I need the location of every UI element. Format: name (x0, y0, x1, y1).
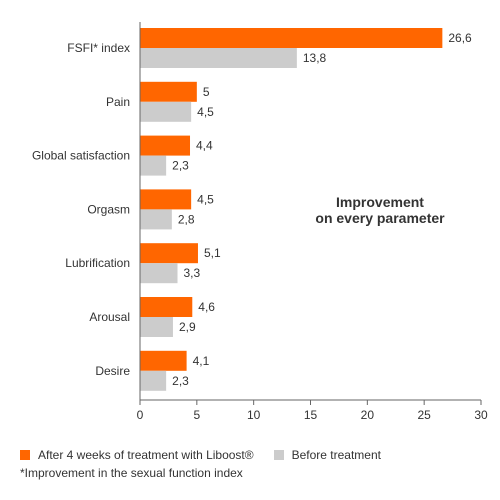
value-label-after: 5 (203, 85, 210, 99)
category-label: Orgasm (87, 202, 130, 216)
x-tick-label: 20 (361, 408, 375, 422)
category-label: Lubrification (65, 256, 130, 270)
value-label-before: 3,3 (184, 266, 201, 280)
category-label: FSFI* index (67, 41, 130, 55)
bar-after (140, 28, 443, 48)
category-label: Pain (106, 95, 130, 109)
bar-before (140, 317, 173, 337)
value-label-before: 2,3 (172, 374, 189, 388)
x-tick-label: 5 (193, 408, 200, 422)
value-label-before: 13,8 (303, 51, 327, 65)
bar-after (140, 243, 198, 264)
x-tick-label: 30 (474, 408, 488, 422)
footnote: *Improvement in the sexual function inde… (20, 466, 243, 480)
bar-before (140, 263, 178, 284)
category-label: Arousal (89, 310, 130, 324)
value-label-before: 2,9 (179, 320, 196, 334)
value-label-after: 4,6 (198, 300, 215, 314)
bar-before (140, 209, 172, 230)
annotation-line-1: Improvement (336, 194, 424, 210)
bar-before (140, 101, 192, 122)
x-tick-label: 10 (247, 408, 261, 422)
bar-after (140, 135, 191, 156)
category-label: Desire (95, 364, 130, 378)
value-label-before: 2,8 (178, 212, 195, 226)
category-label: Global satisfaction (32, 149, 130, 163)
bar-before (140, 48, 297, 68)
bar-after (140, 350, 187, 371)
legend-label-before: Before treatment (291, 448, 381, 462)
value-label-after: 4,5 (197, 192, 214, 206)
value-label-before: 2,3 (172, 159, 189, 173)
annotation-line-2: on every parameter (315, 210, 445, 226)
bar-after (140, 189, 192, 210)
legend-swatch-before (273, 450, 284, 460)
bar-before (140, 155, 167, 176)
legend-swatch-after (20, 450, 30, 460)
value-labels: 26,613,854,54,42,34,52,85,13,34,62,94,12… (172, 31, 472, 388)
x-axis: 0 5 10 15 20 25 30 (137, 22, 488, 422)
category-labels: FSFI* index Pain Global satisfaction Orgasm… (32, 41, 130, 378)
bar-after (140, 81, 197, 102)
value-label-after: 26,6 (448, 31, 472, 45)
legend-item-before: Before treatment (273, 448, 381, 462)
x-tick-label: 0 (137, 408, 144, 422)
x-tick-label: 15 (304, 408, 318, 422)
bar-before (140, 370, 167, 391)
legend: After 4 weeks of treatment with Liboost®… (20, 446, 401, 480)
legend-item-after: After 4 weeks of treatment with Liboost® (20, 448, 254, 462)
legend-label-after: After 4 weeks of treatment with Liboost® (38, 448, 254, 462)
value-label-after: 4,4 (196, 139, 213, 153)
value-label-before: 4,5 (197, 105, 214, 119)
value-label-after: 5,1 (204, 246, 221, 260)
x-tick-label: 25 (417, 408, 431, 422)
bars-group (140, 28, 443, 391)
value-label-after: 4,1 (193, 354, 210, 368)
bar-after (140, 297, 193, 317)
